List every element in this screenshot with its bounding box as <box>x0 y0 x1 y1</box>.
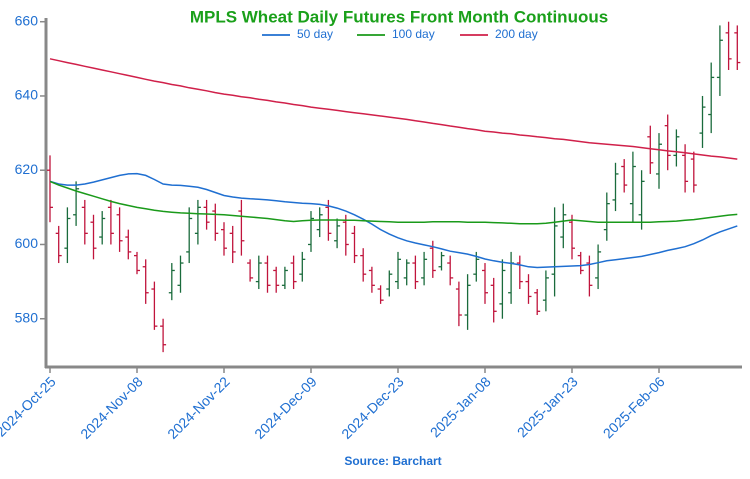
y-tick-label: 600 <box>15 235 39 251</box>
y-tick-label: 580 <box>15 309 39 325</box>
chart-title: MPLS Wheat Daily Futures Front Month Con… <box>190 7 608 26</box>
legend-label: 200 day <box>495 27 538 41</box>
y-tick-label: 660 <box>15 12 39 28</box>
y-tick-label: 640 <box>15 87 39 103</box>
moving-average-line <box>49 180 738 225</box>
y-tick-label: 620 <box>15 161 39 177</box>
source: Source: Barchart <box>344 454 441 468</box>
moving-average-line <box>49 172 738 269</box>
legend-label: 50 day <box>297 27 333 41</box>
moving-average-line <box>49 58 738 160</box>
legend-label: 100 day <box>392 27 435 41</box>
